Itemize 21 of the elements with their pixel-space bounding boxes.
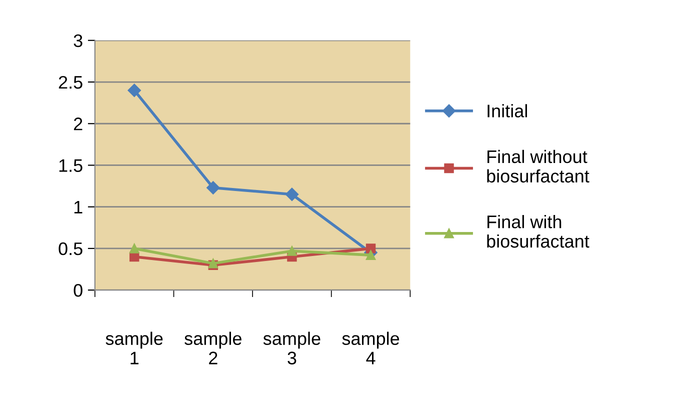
x-tick-label: sample 1 — [106, 332, 163, 364]
y-tick-label: 2.5 — [58, 76, 82, 89]
legend-label: Initial — [488, 104, 527, 118]
point — [206, 181, 220, 194]
point — [366, 244, 376, 254]
x-tick-label: sample 2 — [184, 332, 242, 364]
y-tick-label: 1 — [74, 200, 82, 214]
x-tick-label: sample 4 — [342, 332, 400, 364]
point — [285, 188, 299, 201]
legend-label: Final with biosurfactant — [487, 215, 590, 248]
y-tick-label: 1.5 — [59, 159, 82, 172]
y-tick-label: 0.5 — [58, 242, 82, 256]
point — [287, 246, 297, 256]
y-tick-label: 3 — [74, 34, 82, 48]
point — [129, 244, 140, 254]
y-tick-label: 2 — [74, 118, 82, 130]
x-tick-label: sample 3 — [263, 332, 320, 364]
point — [366, 250, 376, 260]
legend-label: Final without biosurfactant — [487, 150, 590, 183]
point — [128, 84, 141, 97]
y-tick-label: 0 — [74, 284, 82, 297]
